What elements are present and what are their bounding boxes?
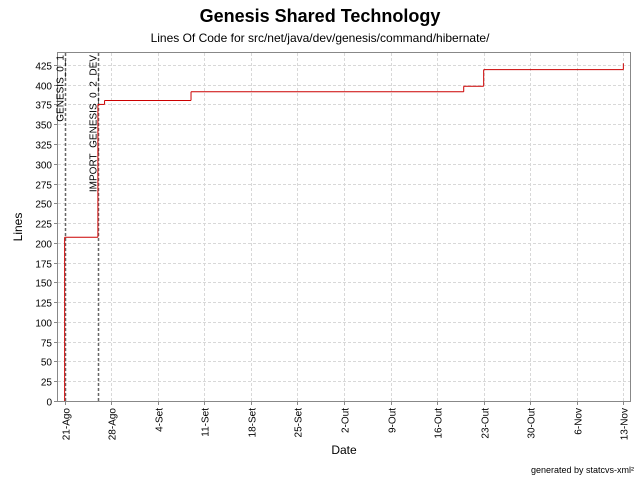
- y-tick-label: 425: [35, 62, 52, 73]
- x-tick-label: 25-Set: [294, 408, 305, 438]
- x-axis-label: Date: [331, 443, 357, 457]
- y-tick-label: 25: [41, 378, 53, 389]
- y-tick-label: 400: [35, 82, 52, 93]
- y-axis-label: Lines: [11, 213, 25, 242]
- grid: [58, 53, 630, 402]
- chart-title: Genesis Shared Technology: [199, 6, 441, 26]
- x-tick-label: 9-Out: [388, 408, 399, 433]
- y-tick-label: 225: [35, 220, 52, 231]
- y-tick-label: 350: [35, 121, 52, 132]
- y-tick-label: 125: [35, 299, 52, 310]
- marker-label: IMPORT_GENESIS_0_2_DEV: [89, 55, 100, 192]
- x-tick-label: 28-Ago: [108, 408, 119, 441]
- y-tick-label: 150: [35, 279, 52, 290]
- y-tick-label: 175: [35, 260, 52, 271]
- marker-label: GENESIS_0_1: [56, 55, 67, 122]
- y-axis: 0 25 50 75 100 125 150 175 200 225 250 275 300 325 350…: [35, 62, 58, 409]
- y-tick-label: 50: [41, 358, 53, 369]
- x-tick-label: 21-Ago: [62, 408, 73, 441]
- generator-credit: generated by statcvs-xml²: [530, 465, 634, 475]
- x-tick-label: 23-Out: [481, 408, 492, 439]
- y-tick-label: 0: [46, 398, 52, 409]
- series-group: [64, 63, 624, 401]
- y-tick-label: 325: [35, 141, 52, 152]
- x-tick-label: 4-Set: [155, 408, 166, 432]
- y-tick-label: 300: [35, 161, 52, 172]
- x-tick-label: 11-Set: [201, 408, 212, 437]
- x-tick-label: 30-Out: [527, 408, 538, 439]
- y-tick-label: 375: [35, 101, 52, 112]
- version-markers: GENESIS_0_1 IMPORT_GENESIS_0_2_DEV: [56, 53, 100, 401]
- y-tick-label: 200: [35, 240, 52, 251]
- y-tick-label: 250: [35, 200, 52, 211]
- x-tick-label: 2-Out: [341, 408, 352, 433]
- x-tick-label: 16-Out: [434, 408, 445, 439]
- x-tick-label: 13-Nov: [620, 408, 631, 440]
- x-axis: 21-Ago 28-Ago 4-Set 11-Set 18-Set 25-Set 2-Out…: [62, 401, 631, 440]
- chart-subtitle: Lines Of Code for src/net/java/dev/genes…: [150, 31, 490, 45]
- y-tick-label: 275: [35, 181, 52, 192]
- y-tick-label: 75: [41, 339, 53, 350]
- x-tick-label: 18-Set: [248, 408, 259, 438]
- x-tick-label: 6-Nov: [574, 408, 585, 435]
- y-tick-label: 100: [35, 319, 52, 330]
